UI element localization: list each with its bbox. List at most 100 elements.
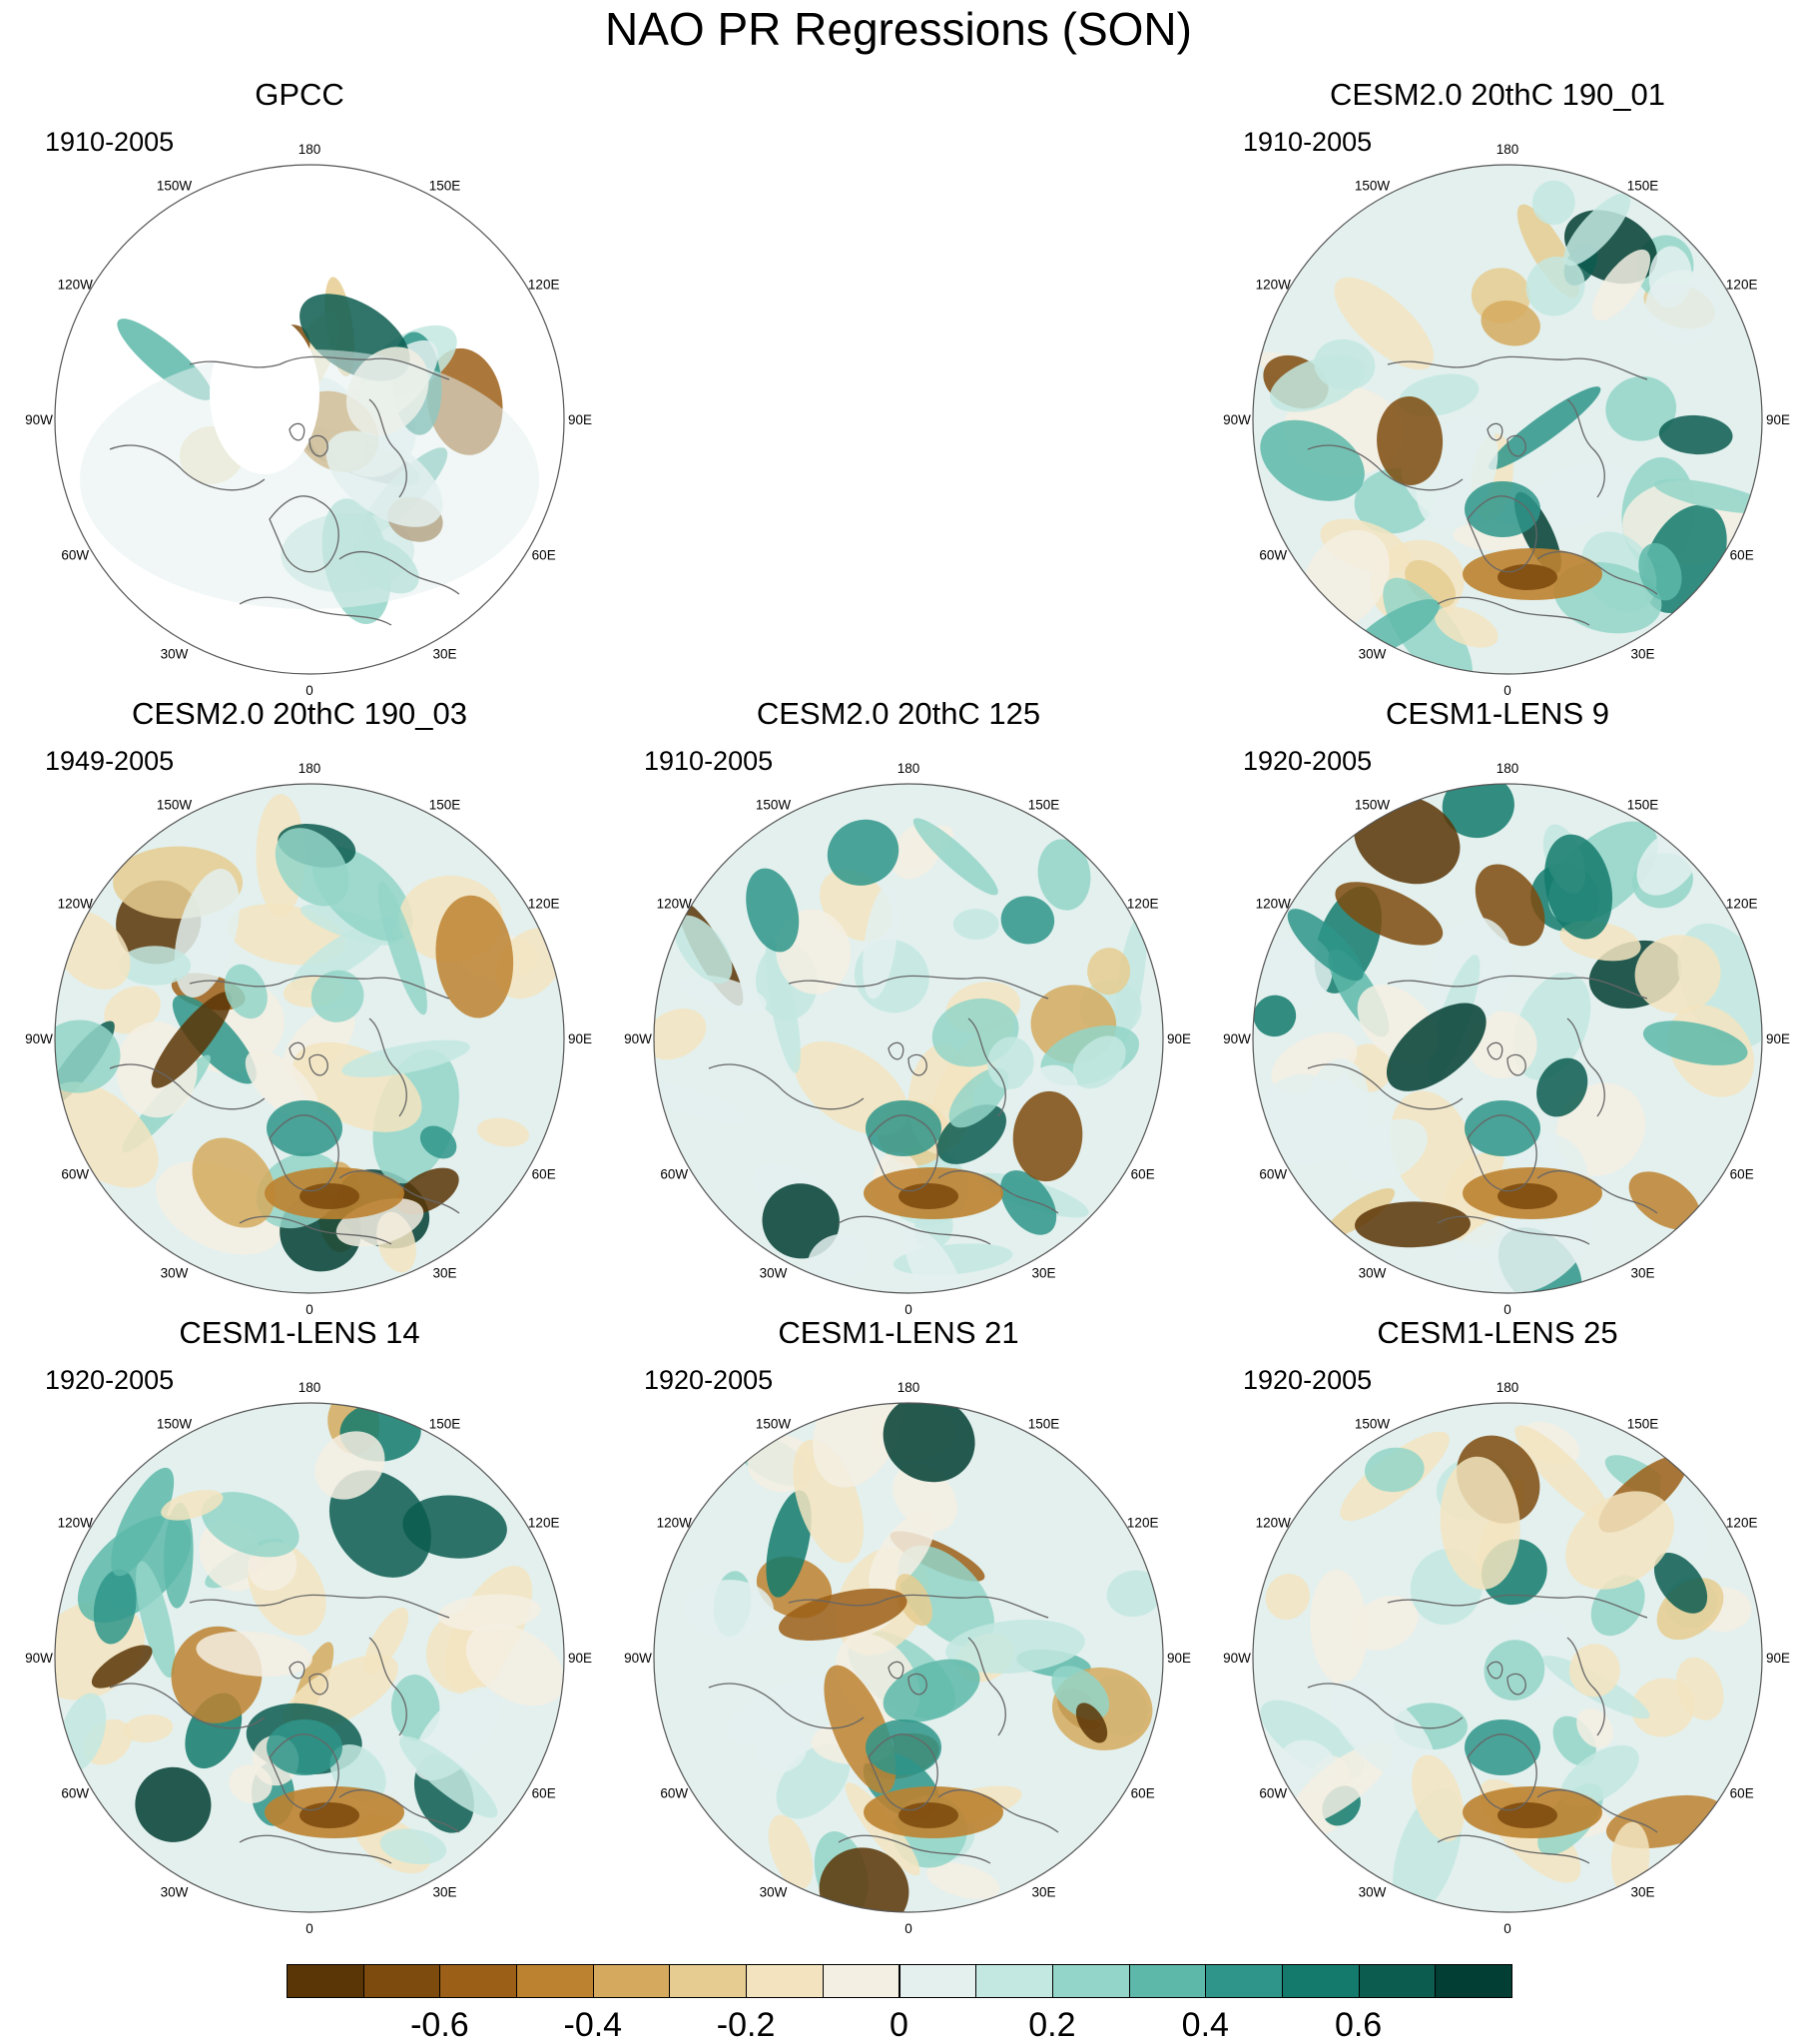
field-anomaly [80,349,539,609]
coastline-5 [1437,596,1590,626]
coastline-3 [937,1788,1059,1833]
coastline-2 [868,1114,938,1192]
field-anomaly [1658,414,1733,455]
longitude-label: 0 [305,1302,313,1317]
coastline-6 [308,1673,328,1696]
field-anomaly [1106,1570,1162,1618]
longitude-label: 30E [1630,1885,1654,1900]
coastline-7 [888,1041,904,1060]
field-anomaly [1012,1090,1083,1182]
field-anomaly [1498,1183,1557,1209]
longitude-label: 90E [568,1651,592,1666]
longitude-label: 60E [1730,1167,1754,1182]
polar-map: 180 150E 120E 90E 60E 30E 0 30W 60W 90W 120W 150W [624,761,1191,1317]
longitude-label: 120E [528,1516,560,1531]
field-anomaly [1481,300,1540,346]
colorbar-swatch [1205,1964,1283,1998]
field-anomaly [863,885,898,1000]
coastline-4 [1566,398,1605,498]
map-panel-7: CESM1-LENS 21 1920-2005 180 150E 120E 90E 60E 3… [599,1313,1198,1936]
longitude-label: 180 [1497,1380,1519,1395]
longitude-label: 120W [1256,1516,1292,1531]
field-anomaly [435,895,514,1019]
map-field [654,784,1163,1293]
longitude-label: 180 [898,761,920,776]
field-anomaly [898,1802,958,1828]
field-anomaly [1559,1744,1639,1807]
field-anomaly [465,1624,564,1706]
longitude-label: 60E [532,548,556,563]
longitude-label: 60W [1259,1786,1287,1801]
longitude-label: 30E [1031,1885,1055,1900]
coastline-0 [788,1594,1049,1619]
longitude-label: 120E [1726,897,1758,912]
field-anomaly [765,938,801,1073]
field-anomaly [1383,577,1473,674]
coastline-5 [239,1834,392,1864]
coastline-6 [907,1053,927,1076]
field-anomaly [684,1580,774,1640]
coastline-2 [1467,1114,1537,1192]
colorbar-swatch [1281,1964,1360,1998]
field-anomaly [1648,246,1692,309]
longitude-label: 30E [1630,1266,1654,1281]
coastline-3 [1536,550,1658,595]
field-anomaly [402,1495,507,1559]
longitude-label: 90W [25,412,53,427]
longitude-label: 120W [1256,278,1292,293]
longitude-label: 150W [1355,1416,1391,1431]
field-anomaly [1465,1719,1540,1775]
polar-map: 180 150E 120E 90E 60E 30E 0 30W 60W 90W 120W 150W [624,1380,1191,1936]
field-anomaly [1465,1100,1540,1156]
coastline-1 [708,1683,865,1729]
coastline-1 [1307,444,1464,491]
longitude-label: 120W [657,1516,693,1531]
longitude-label: 90E [1766,1651,1790,1666]
field-anomaly [267,1719,342,1775]
field-anomaly [1563,193,1631,267]
field-anomaly [808,1233,868,1284]
field-anomaly [419,1125,457,1159]
field-anomaly [898,1545,994,1648]
field-anomaly [1590,1575,1645,1637]
map-field [654,1403,1163,1912]
coastline-7 [1487,422,1503,441]
panel-title: CESM1-LENS 21 [778,1315,1019,1350]
coastline-6 [1506,434,1526,457]
field-anomaly [926,1862,1000,1900]
longitude-label: 150E [1627,178,1659,193]
field-anomaly [987,1036,1034,1089]
field-anomaly [1653,478,1762,514]
longitude-label: 120E [528,278,560,293]
field-anomaly [778,1588,907,1641]
field-anomaly [1075,1703,1108,1743]
coastline-3 [1536,1788,1658,1833]
field-anomaly [1638,542,1682,601]
longitude-label: 60W [1259,548,1287,563]
field-anomaly [1565,1491,1674,1590]
field-anomaly [1329,1680,1436,1782]
field-anomaly [827,819,899,886]
field-anomaly [1087,948,1131,996]
colorbar-swatch [592,1964,671,1998]
coastline-5 [239,1215,392,1245]
colorbar-swatch [287,1964,364,1998]
longitude-label: 150E [1627,797,1659,812]
field-anomaly [952,909,999,940]
field-anomaly [136,1561,176,1679]
colorbar-swatch [975,1964,1053,1998]
panel-title: CESM1-LENS 14 [179,1315,420,1350]
map-frame [1252,783,1763,1294]
field-anomaly [746,868,800,953]
longitude-label: 60E [1730,1786,1754,1801]
longitude-label: 120W [1256,897,1292,912]
field-anomaly [224,964,268,1020]
coastline-6 [308,1053,328,1076]
longitude-label: 150E [1028,1416,1060,1431]
field-anomaly [866,1100,941,1156]
coastline-6 [308,434,328,457]
coastline-3 [338,550,460,595]
field-anomaly [1253,995,1297,1037]
map-panel-3: CESM2.0 20thC 190_03 1949-2005 180 150E 120E… [0,694,599,1317]
coastline-7 [289,422,305,441]
